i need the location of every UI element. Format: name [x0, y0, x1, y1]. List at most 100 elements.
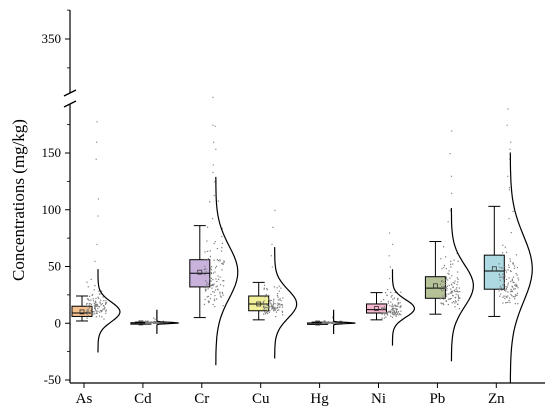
- data-point: [454, 302, 456, 304]
- data-point: [151, 322, 154, 324]
- mean-marker: [491, 266, 497, 272]
- mean-marker: [79, 309, 85, 315]
- data-point: [275, 311, 278, 313]
- data-point: [326, 322, 328, 325]
- data-point: [263, 287, 265, 289]
- data-point: [508, 266, 510, 269]
- data-point: [88, 299, 90, 302]
- data-point: [102, 308, 104, 310]
- data-point: [215, 298, 218, 300]
- box: [483, 254, 505, 290]
- data-point: [502, 284, 504, 286]
- outlier-point: [212, 96, 214, 98]
- data-point: [331, 322, 333, 325]
- data-point: [499, 285, 502, 287]
- data-point: [515, 283, 517, 285]
- data-point: [90, 278, 92, 281]
- data-point: [450, 292, 452, 294]
- data-point: [382, 307, 385, 309]
- data-point: [153, 322, 155, 324]
- distribution-curve: [333, 309, 356, 334]
- data-point: [393, 314, 395, 316]
- data-point: [86, 303, 88, 305]
- data-point: [94, 306, 96, 308]
- data-point: [509, 258, 511, 260]
- data-point: [384, 292, 387, 294]
- data-point: [279, 298, 281, 300]
- data-point: [451, 290, 453, 292]
- outlier-point: [212, 218, 214, 220]
- outlier-point: [449, 153, 451, 155]
- data-point: [394, 312, 397, 314]
- data-point: [216, 280, 218, 283]
- outlier-point: [509, 158, 511, 160]
- data-point: [222, 305, 224, 307]
- data-point: [214, 295, 216, 297]
- data-point: [504, 275, 506, 277]
- data-point: [447, 303, 449, 306]
- data-point: [220, 250, 223, 252]
- data-point: [381, 307, 383, 309]
- data-point: [455, 290, 457, 293]
- data-point: [322, 322, 324, 324]
- data-point: [381, 308, 383, 310]
- data-point: [213, 300, 216, 302]
- data-point: [263, 305, 265, 307]
- data-point: [447, 279, 449, 281]
- data-point: [271, 307, 273, 309]
- data-point: [507, 291, 509, 293]
- data-point: [499, 266, 501, 268]
- outlier-point: [389, 266, 392, 268]
- data-point: [281, 311, 284, 313]
- data-point: [264, 296, 266, 298]
- data-point: [448, 284, 450, 286]
- data-point: [270, 303, 272, 305]
- data-point: [212, 285, 214, 287]
- data-point: [222, 294, 224, 296]
- data-point: [515, 273, 517, 275]
- data-point: [215, 265, 218, 267]
- outlier-point: [507, 108, 509, 110]
- data-point: [504, 297, 506, 300]
- data-point: [512, 281, 514, 283]
- data-point: [449, 277, 451, 279]
- data-point: [210, 271, 212, 274]
- data-point: [219, 295, 222, 297]
- data-point: [147, 321, 150, 324]
- data-point: [387, 311, 389, 314]
- data-point: [443, 266, 445, 269]
- data-point: [95, 304, 97, 306]
- data-point: [223, 261, 225, 263]
- data-point: [400, 291, 402, 293]
- data-point: [154, 321, 156, 323]
- data-point: [205, 280, 207, 282]
- data-point: [457, 278, 459, 280]
- data-point: [509, 301, 511, 304]
- data-point: [222, 279, 224, 282]
- data-point: [207, 300, 209, 302]
- data-point: [97, 305, 99, 307]
- data-point: [267, 310, 269, 312]
- data-point: [517, 287, 519, 289]
- x-tick-label: Ni: [371, 391, 386, 407]
- data-point: [441, 285, 443, 287]
- data-point: [205, 288, 207, 291]
- data-point: [99, 311, 101, 313]
- data-point: [203, 303, 206, 306]
- data-point: [149, 321, 151, 323]
- data-point: [270, 299, 272, 302]
- distribution-curve: [215, 176, 239, 366]
- data-point: [279, 306, 281, 308]
- box: [71, 305, 93, 317]
- data-point: [87, 298, 89, 300]
- data-point: [454, 297, 456, 299]
- data-point: [450, 260, 452, 262]
- data-point: [514, 295, 516, 297]
- data-point: [441, 303, 443, 305]
- data-point: [221, 227, 223, 229]
- category-group-cu: Cu: [248, 209, 298, 407]
- category-group-as: As: [71, 121, 121, 407]
- data-point: [514, 296, 516, 298]
- data-point: [511, 290, 513, 292]
- data-point: [207, 259, 209, 261]
